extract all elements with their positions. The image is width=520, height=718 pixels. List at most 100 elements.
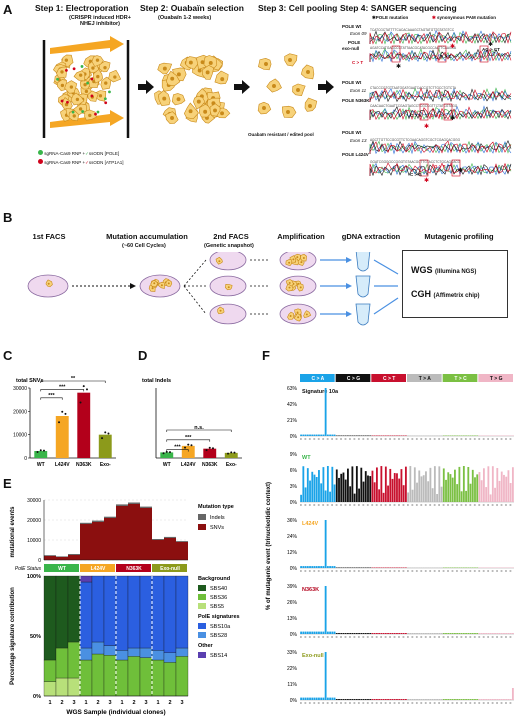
context-bar [342,472,345,502]
rnp-particle [56,77,59,81]
sanger-trace-line [369,162,512,176]
significance-bracket [166,449,189,452]
context-tick [473,570,476,572]
cell-nucleus [296,256,299,259]
signature-segment-sbs40 [55,575,69,649]
context-bar [425,471,427,502]
sanger-trace-line [369,48,512,62]
profile-y-tick-label: 0% [290,698,298,704]
context-bar [507,633,510,634]
cell-nucleus [170,76,175,81]
significance-bracket [40,380,106,383]
rnp-particle [60,99,64,103]
mutation-highlight-box [391,45,401,63]
context-tick [505,438,507,440]
context-bar [503,474,505,502]
data-point [101,437,104,440]
context-bar [380,699,383,700]
context-bar [313,631,316,634]
context-bar [347,699,349,700]
context-tick [500,438,503,440]
context-bar [413,699,416,700]
context-tick [438,570,440,572]
context-bar [476,699,479,700]
top-y-tick-label: 20000 [27,518,41,524]
x-tick-label: WT [37,462,45,468]
snv-bar [128,504,140,560]
rnp-particle [86,81,90,85]
signature-segment-sbs40 [43,575,57,661]
seq1-wt-label: POLE Wt [342,24,362,29]
context-bar [353,699,356,700]
context-bar [373,482,376,502]
context-bar [422,633,425,634]
profile-y-tick-label: 6% [290,468,298,474]
rnp-particle [80,65,84,68]
context-tick [375,570,378,572]
context-tick [478,702,481,704]
context-tick [353,570,356,572]
context-tick [420,636,423,638]
context-bar [382,699,385,700]
context-tick [335,636,338,638]
context-bar [442,633,445,634]
bottom-y-tick-label: 50% [30,634,41,640]
context-bar [471,699,474,700]
sanger-bases: CAACAACTGAATTCGAGTAGCCTCGCCGTTCTATCGTAGG [370,104,458,108]
status-band [116,564,151,572]
seq1-mut-label: POLE [348,40,361,45]
seq1-call-3: AG > CT [482,47,500,52]
context-bar [511,633,514,634]
context-bar [489,699,492,700]
context-tick [353,636,356,638]
context-bar [420,699,423,700]
legend-pole-mutation: ✱POLE mutation [372,15,409,20]
context-bar [491,466,494,502]
context-tick [317,504,320,506]
context-tick [366,702,369,704]
context-bar [474,477,476,502]
context-bar [498,633,501,634]
context-bar [318,566,320,568]
clone-label: 3 [72,700,75,706]
cell-nucleus [288,261,291,264]
seq3-exon-label: Exon 13 [350,138,367,143]
significance-bracket [40,389,85,392]
edited-cell-pool [257,53,318,118]
clone-label: 2 [168,700,171,706]
signature-segment-sbs36 [103,655,117,697]
context-tick [362,438,365,440]
sanger-trace-line [369,47,512,62]
arrow-head-icon [346,311,352,317]
panel-b-step-3: 2nd FACS [213,232,249,241]
context-tick [429,504,432,506]
context-bar [465,490,467,502]
rnp-particle [90,77,94,81]
blue-arrow [373,259,399,275]
context-bar [375,633,378,634]
context-tick [389,636,391,638]
context-bar [384,633,387,634]
context-tick [344,702,347,704]
y-tick-label: 30000 [13,386,27,392]
context-bar [420,633,423,634]
mutation-type-band [442,374,478,382]
seq1-call-1: C > T [352,60,364,65]
significance-label: *** [185,435,192,441]
context-tick [326,504,329,506]
context-tick [464,636,467,638]
mutation-type-band [407,374,442,382]
snv-bar [140,508,152,560]
context-bar [364,699,367,700]
context-bar [482,468,485,502]
context-bar [487,466,490,502]
context-bar [382,492,385,502]
context-bar [400,699,403,700]
context-tick [353,438,356,440]
pole-status-label: PolE Status [15,566,42,572]
legend-swatch [198,652,206,658]
context-bar [496,633,499,634]
context-tick [322,702,325,704]
legend-swatch [198,514,206,520]
context-bar [469,483,472,502]
